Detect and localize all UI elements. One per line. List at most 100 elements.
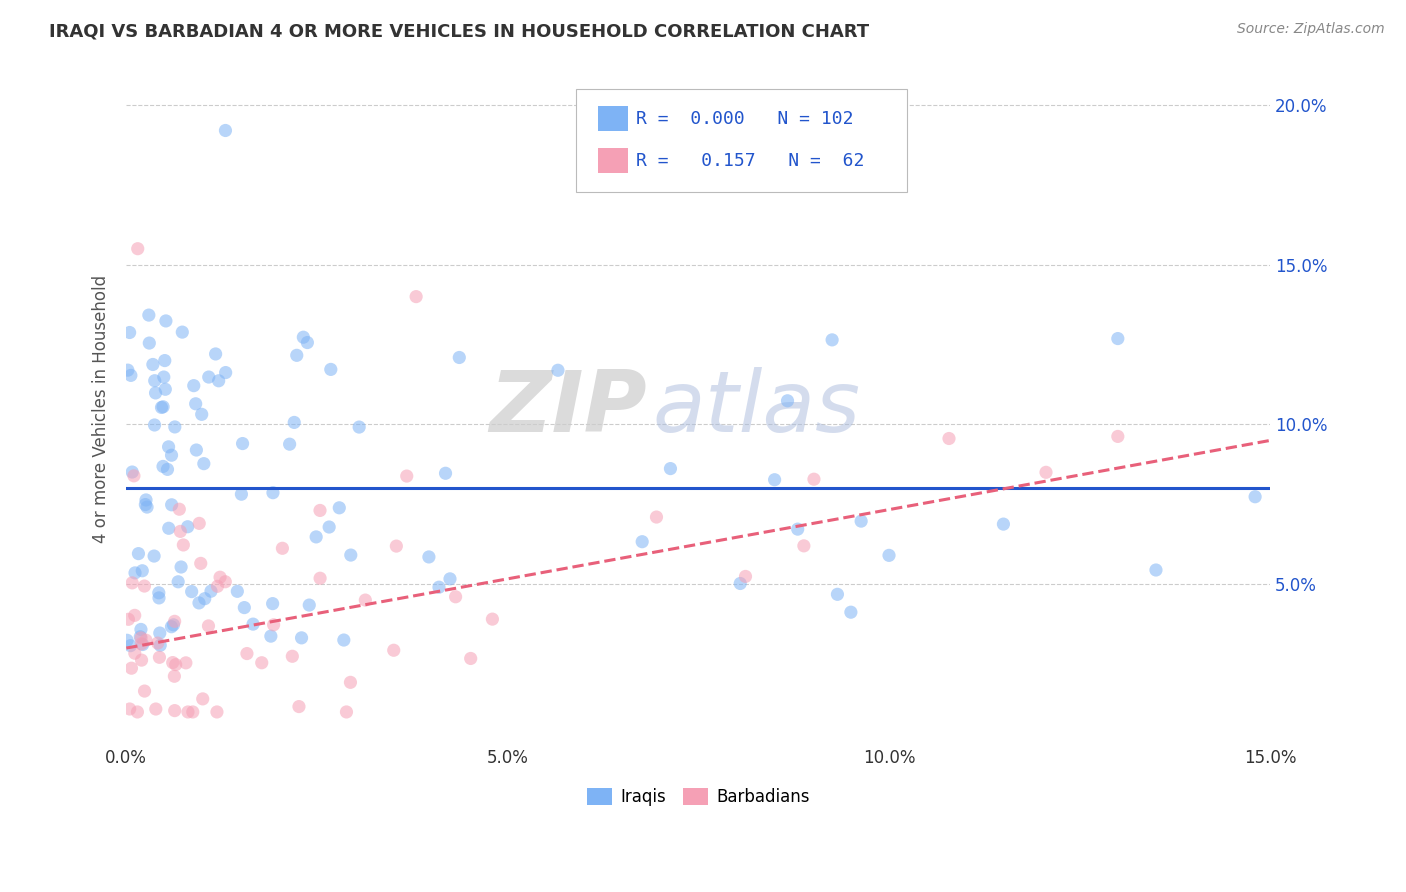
Point <box>734 569 756 583</box>
Point <box>118 702 141 716</box>
Point <box>439 572 461 586</box>
Point <box>194 591 217 606</box>
Point <box>143 374 166 388</box>
Point <box>821 333 844 347</box>
Point <box>131 564 153 578</box>
Point <box>1244 490 1267 504</box>
Point <box>207 579 229 593</box>
Point <box>232 436 254 450</box>
Point <box>190 557 212 571</box>
Point <box>319 362 342 376</box>
Point <box>188 516 211 531</box>
Point <box>226 584 249 599</box>
Point <box>395 469 418 483</box>
Point <box>839 605 862 619</box>
Point <box>263 617 285 632</box>
Point <box>339 675 361 690</box>
Point <box>233 600 256 615</box>
Point <box>214 123 236 137</box>
Point <box>172 538 194 552</box>
Point <box>205 705 228 719</box>
Point <box>135 633 157 648</box>
Point <box>170 560 193 574</box>
Point <box>127 242 149 256</box>
Text: ZIP: ZIP <box>489 367 647 450</box>
Point <box>197 619 219 633</box>
Point <box>124 566 146 580</box>
Point <box>146 636 169 650</box>
Point <box>129 623 152 637</box>
Point <box>209 570 232 584</box>
Point <box>786 522 808 536</box>
Point <box>434 467 457 481</box>
Point <box>1035 466 1057 480</box>
Point <box>131 638 153 652</box>
Point <box>149 626 172 640</box>
Point <box>152 370 174 384</box>
Point <box>191 692 214 706</box>
Point <box>157 521 180 535</box>
Point <box>290 631 312 645</box>
Point <box>347 420 370 434</box>
Point <box>803 472 825 486</box>
Point <box>152 400 174 414</box>
Point <box>134 684 156 698</box>
Point <box>776 393 799 408</box>
Point <box>157 440 180 454</box>
Point <box>160 620 183 634</box>
Point <box>148 586 170 600</box>
Point <box>150 401 173 415</box>
Point <box>385 539 408 553</box>
Point <box>156 462 179 476</box>
Point <box>167 574 190 589</box>
Point <box>165 657 187 672</box>
Point <box>143 417 166 432</box>
Point <box>138 308 160 322</box>
Point <box>339 548 361 562</box>
Point <box>163 420 186 434</box>
Point <box>186 443 208 458</box>
Point <box>197 370 219 384</box>
Point <box>231 487 253 501</box>
Point <box>127 547 149 561</box>
Point <box>318 520 340 534</box>
Point <box>333 633 356 648</box>
Point <box>136 500 159 514</box>
Point <box>547 363 569 377</box>
Point <box>155 382 177 396</box>
Point <box>260 629 283 643</box>
Point <box>449 351 471 365</box>
Point <box>124 608 146 623</box>
Point <box>208 374 231 388</box>
Point <box>278 437 301 451</box>
Point <box>262 597 284 611</box>
Point <box>631 534 654 549</box>
Point <box>155 314 177 328</box>
Point <box>172 325 194 339</box>
Point <box>162 617 184 632</box>
Point <box>162 656 184 670</box>
Point <box>793 539 815 553</box>
Point <box>124 646 146 660</box>
Point <box>405 290 427 304</box>
Point <box>131 637 153 651</box>
Point <box>121 465 143 479</box>
Point <box>193 457 215 471</box>
Point <box>204 347 226 361</box>
Point <box>142 358 165 372</box>
Point <box>120 368 142 383</box>
Point <box>214 366 236 380</box>
Text: R =  0.000   N = 102: R = 0.000 N = 102 <box>636 110 853 128</box>
Point <box>183 378 205 392</box>
Point <box>763 473 786 487</box>
Point <box>460 651 482 665</box>
Point <box>145 702 167 716</box>
Point <box>444 590 467 604</box>
Point <box>177 705 200 719</box>
Point <box>143 549 166 563</box>
Point <box>645 510 668 524</box>
Point <box>993 517 1015 532</box>
Y-axis label: 4 or more Vehicles in Household: 4 or more Vehicles in Household <box>93 275 110 542</box>
Point <box>145 386 167 401</box>
Point <box>297 335 319 350</box>
